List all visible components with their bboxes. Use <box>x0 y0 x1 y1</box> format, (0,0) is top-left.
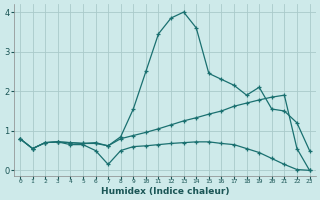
X-axis label: Humidex (Indice chaleur): Humidex (Indice chaleur) <box>100 187 229 196</box>
